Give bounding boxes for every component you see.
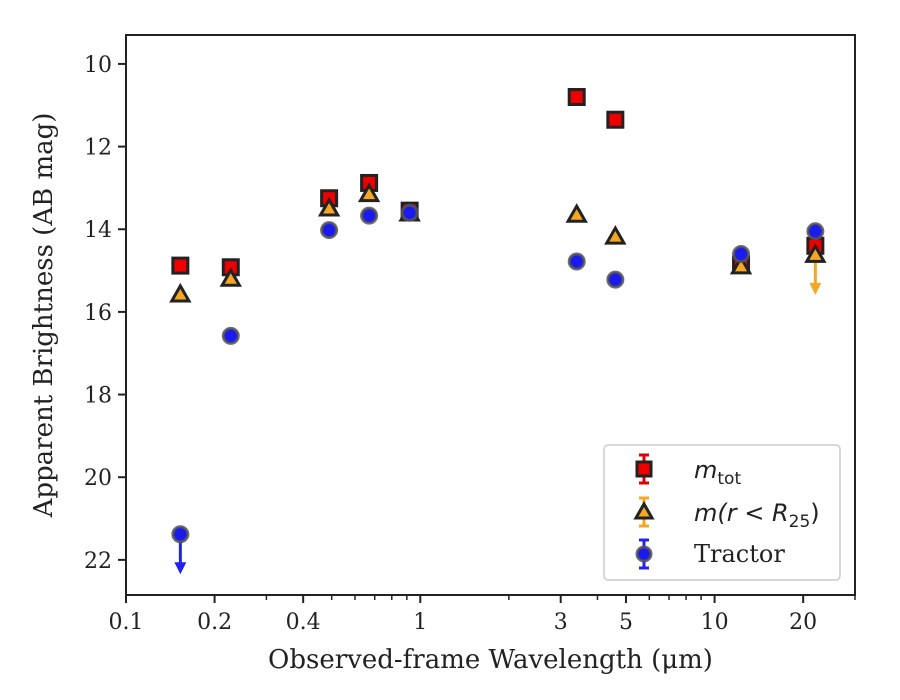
data-point [567,252,586,271]
x-axis-label: Observed-frame Wavelength (μm) [268,645,713,675]
legend: mtot m(r < R25) Tractor [603,444,841,581]
data-point [606,110,625,129]
y-tick-label: 10 [84,53,112,78]
series-circle [171,203,825,575]
plot-frame [125,34,856,596]
series-square [171,87,825,277]
x-tick-label: 0.2 [197,610,232,635]
data-point [221,326,240,345]
data-point [219,267,242,287]
y-axis-label: Apparent Brightness (AB mag) [29,113,59,519]
legend-marker [633,500,655,520]
x-tick-label: 20 [789,610,817,635]
data-point [400,203,419,222]
series-triangle [169,182,827,303]
x-tick-label: 0.1 [109,610,144,635]
data-point [606,270,625,289]
x-tick-label: 5 [619,610,633,635]
y-tick-label: 20 [84,466,112,491]
data-point [360,206,379,225]
x-tick-label: 1 [413,610,427,635]
data-point [171,525,190,544]
legend-marker [635,460,653,478]
x-tick-label: 3 [554,610,568,635]
data-point [732,245,751,264]
legend-box [603,444,841,581]
data-point [729,254,753,275]
y-tick-label: 12 [84,136,112,161]
y-tick-label: 14 [84,218,112,243]
data-point [806,222,825,241]
data-point [565,203,588,223]
legend-label: Tractor [694,540,785,568]
data-point [320,221,339,240]
axes: 0.1 0.2 0.4 1 3 5 10 20 10 12 14 16 18 20 22 [84,53,856,635]
y-tick-label: 16 [84,301,112,326]
data-point [317,196,341,217]
y-tick-label: 22 [84,549,112,574]
x-tick-label: 10 [701,610,729,635]
data-point [357,182,381,203]
legend-entry: Tractor [635,538,785,570]
data-point [804,243,827,263]
legend-label: m(r < R25) [694,499,820,532]
x-tick-label: 0.4 [286,610,321,635]
legend-entry: m(r < R25) [633,496,820,532]
y-tick-label: 18 [84,384,112,409]
upper-limit-head [174,562,187,575]
legend-marker [635,545,653,563]
data-point [567,87,586,106]
legend-entry: mtot [635,453,741,489]
legend-label: mtot [694,456,741,489]
data-points [169,87,827,575]
data-point [604,225,627,245]
data-point [171,256,190,275]
data-point [169,282,192,303]
upper-limit-head [809,282,822,295]
